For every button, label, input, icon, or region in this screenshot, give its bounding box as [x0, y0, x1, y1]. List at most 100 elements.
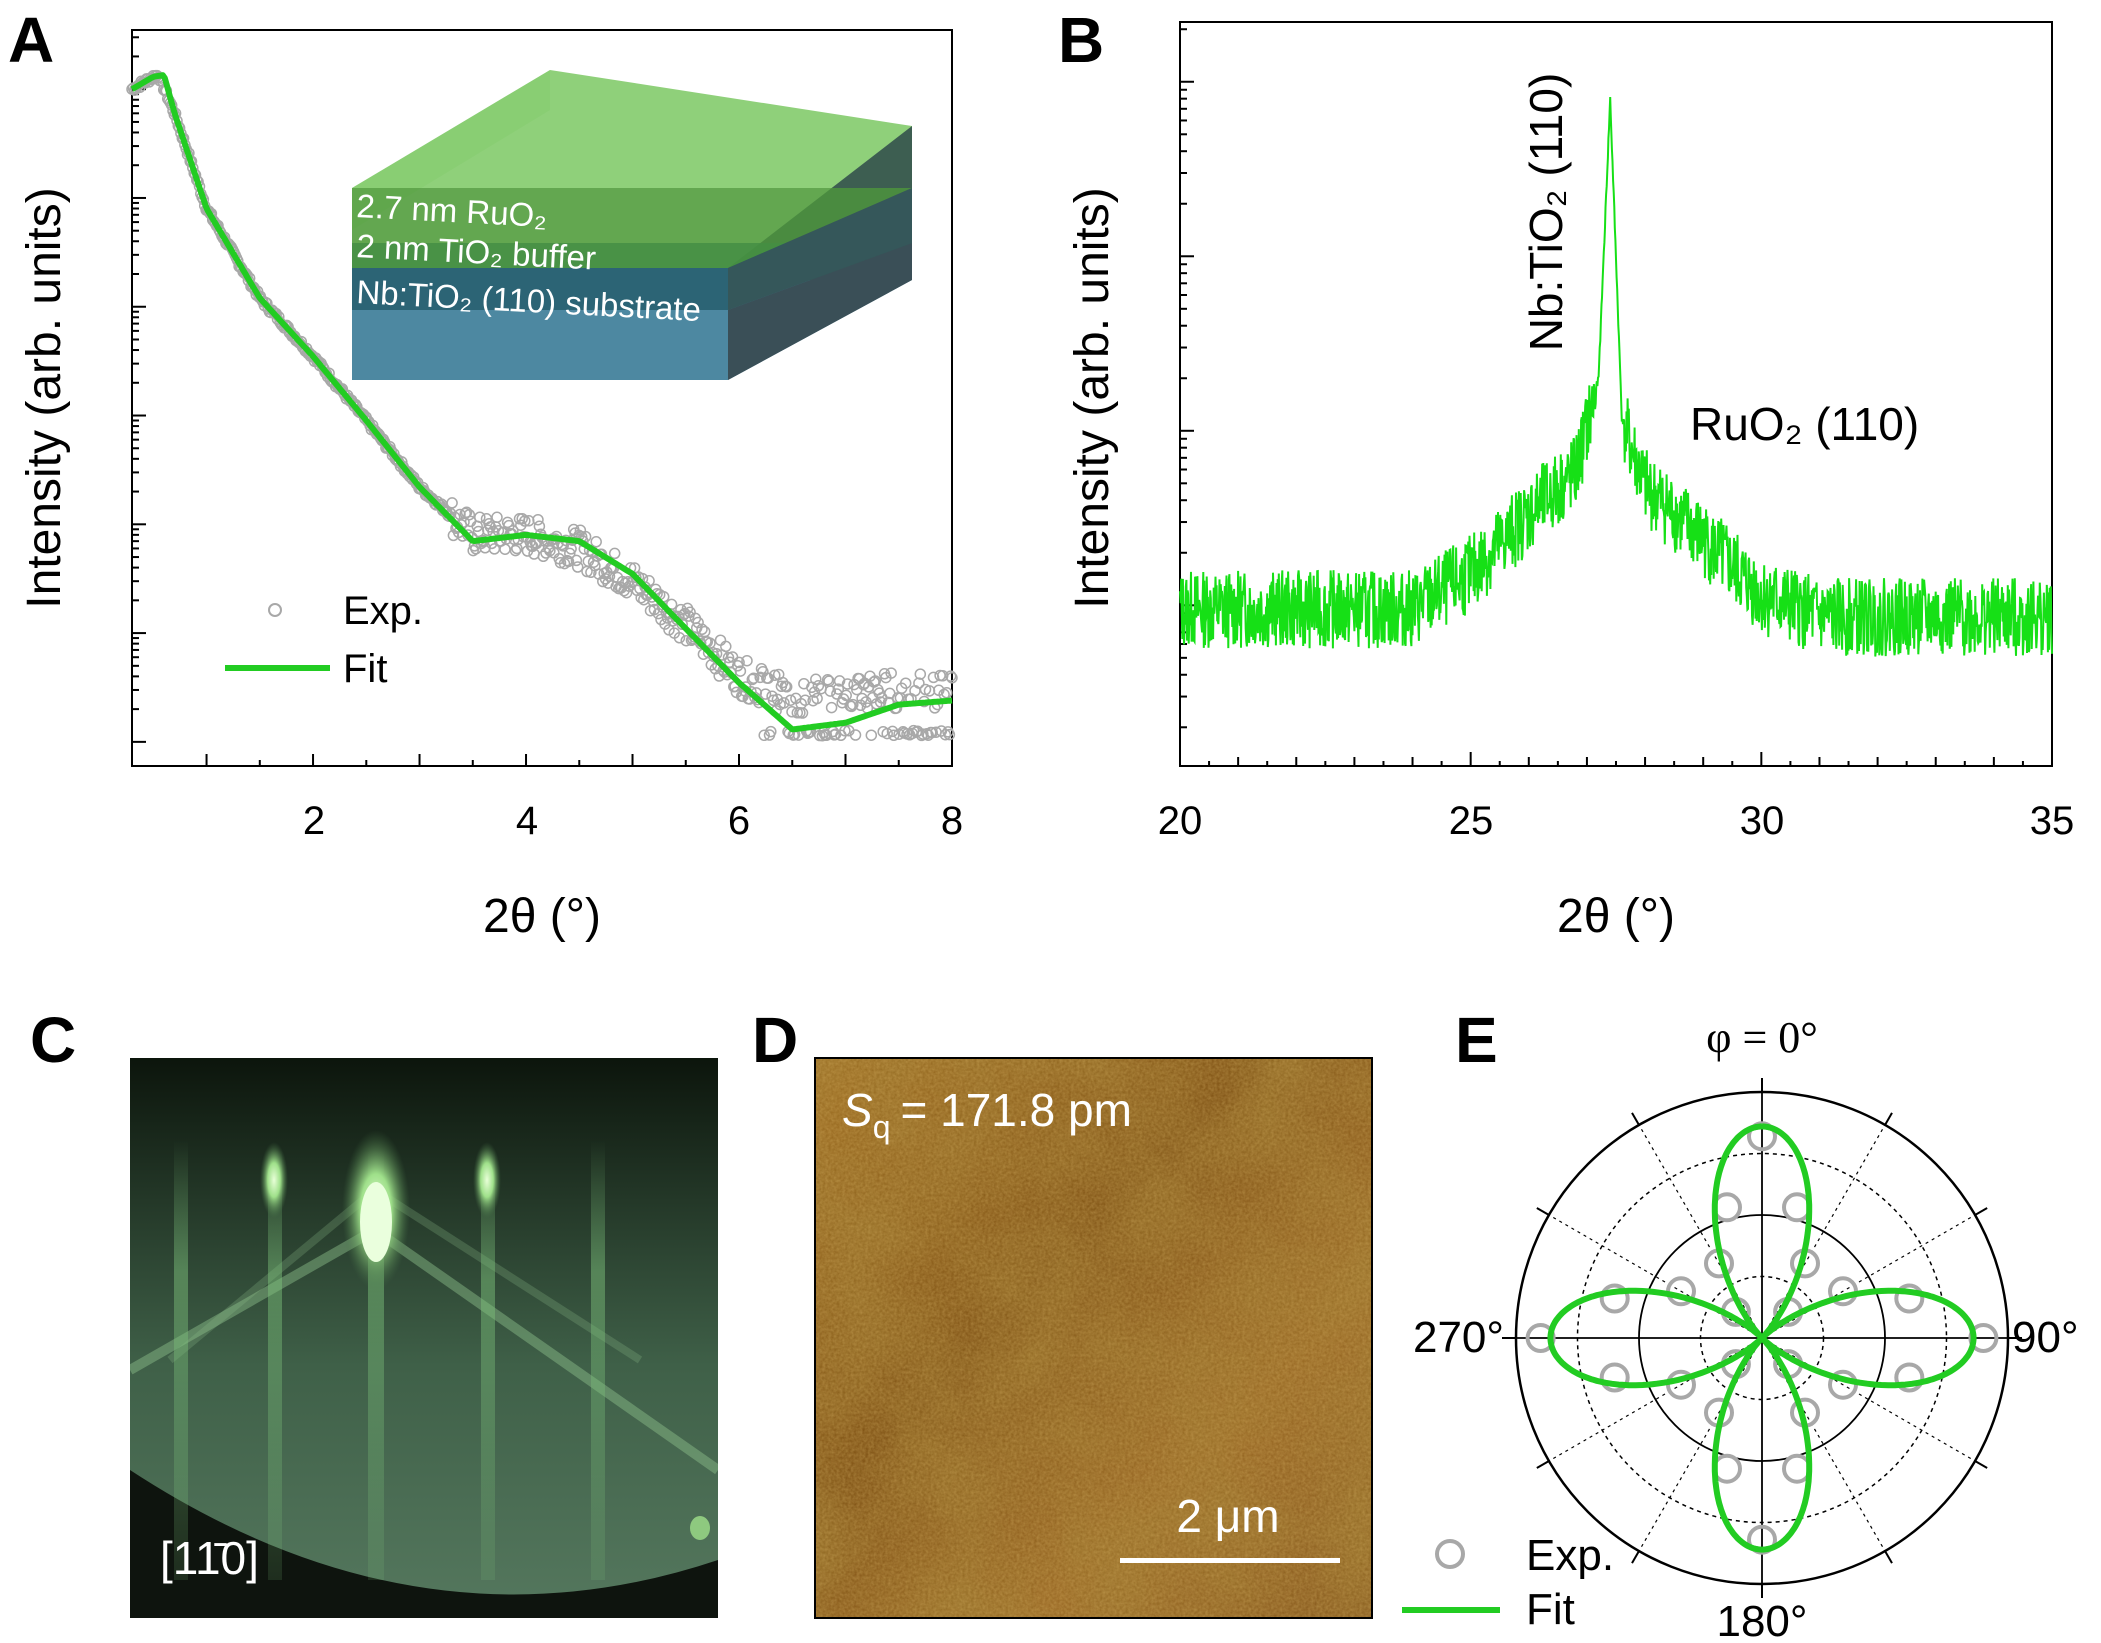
panel-label-c: C: [30, 1004, 76, 1076]
exp-point: [509, 544, 522, 557]
buffer-layer: [352, 268, 728, 310]
exp-point: [696, 623, 708, 636]
panel-label-d: D: [752, 1004, 798, 1076]
ticks-b: [1179, 28, 2053, 766]
exp-point: [939, 728, 952, 741]
rheed-spot: [473, 1142, 501, 1218]
x-tick-label: 4: [516, 799, 538, 843]
exp-point: [1525, 1323, 1556, 1353]
exp-point: [652, 607, 665, 620]
x-tick-label: 30: [1740, 799, 1785, 843]
rheed-background: [130, 1058, 718, 1618]
exp-point: [799, 694, 811, 706]
polar-label-right: 90°: [2012, 1313, 2079, 1362]
exp-point: [940, 687, 953, 699]
exp-point: [778, 697, 790, 709]
exp-point: [733, 656, 745, 669]
exp-point: [812, 680, 825, 692]
polar-spoke: [1761, 1214, 1976, 1339]
rheed-shadow: [130, 1470, 718, 1618]
polar-tick: [1631, 1112, 1640, 1126]
polar-tick: [1974, 1460, 1988, 1469]
exp-point: [841, 678, 854, 690]
exp-point: [849, 729, 862, 741]
xrd-line-b: [1179, 96, 2053, 657]
rheed-streak: [268, 1150, 282, 1580]
rheed-specular-core: [360, 1182, 392, 1262]
panel-d: D Sq = 171.8 pm 2 μm: [752, 1004, 1373, 1619]
panel-label-a: A: [8, 4, 54, 76]
exp-point: [643, 575, 655, 587]
exp-point: [532, 513, 544, 526]
x-tick-label: 35: [2030, 799, 2075, 843]
exp-point: [491, 511, 503, 524]
exp-point: [519, 515, 531, 527]
sq-value: = 171.8 pm: [900, 1084, 1131, 1136]
polar-spoke: [1548, 1337, 1763, 1462]
exp-point: [665, 598, 678, 611]
exp-point: [824, 685, 837, 697]
exp-point: [673, 632, 686, 644]
polar-tick: [1536, 1460, 1550, 1469]
exp-point: [648, 603, 661, 616]
exp-point: [885, 667, 897, 679]
exp-point: [1747, 1121, 1777, 1152]
fit-line-a: [130, 72, 953, 733]
x-axis-title-a: 2θ (°): [483, 890, 601, 943]
exp-point: [499, 543, 511, 555]
exp-point: [821, 673, 834, 686]
panel-c: C: [30, 1004, 718, 1618]
polar-tick: [1536, 1207, 1550, 1216]
legend-e: Exp. Fit: [1402, 1531, 1614, 1634]
exp-point: [946, 672, 958, 684]
x-tick-labels-b: 20 25 30 35: [1158, 799, 2075, 843]
substrate-side: [728, 243, 912, 380]
buffer-side: [728, 188, 912, 310]
exp-series-a: [126, 69, 958, 742]
exp-point: [467, 544, 479, 557]
sq-subscript: q: [873, 1109, 891, 1145]
sq-label: Sq = 171.8 pm: [842, 1084, 1132, 1145]
x-axis-title-b: 2θ (°): [1557, 890, 1675, 943]
exp-point: [1599, 1362, 1630, 1393]
x-tick-label: 6: [728, 799, 750, 843]
legend-fit-label: Fit: [1526, 1585, 1575, 1634]
annot-substrate-peak: Nb:TiO₂ (110): [1520, 73, 1572, 352]
exp-point: [741, 654, 753, 667]
y-axis-title-a: Intensity (arb. units): [18, 187, 71, 609]
exp-point: [746, 673, 759, 686]
ruo2-layer: [352, 188, 912, 268]
polar-label-top: φ = 0°: [1706, 1013, 1818, 1062]
exp-point: [562, 555, 575, 568]
exp-point: [914, 668, 927, 680]
exp-point: [825, 701, 838, 714]
rheed-image: [11̄0]: [130, 1058, 718, 1618]
exp-point: [832, 683, 845, 695]
x-tick-label: 2: [303, 799, 325, 843]
exp-point: [446, 497, 458, 509]
scalebar-label: 2 μm: [1176, 1490, 1279, 1542]
exp-point: [608, 547, 621, 560]
exp-point: [759, 688, 772, 700]
exp-point: [943, 728, 956, 741]
exp-point: [474, 511, 486, 523]
y-axis-title-b: Intensity (arb. units): [1066, 187, 1119, 609]
legend-fit-label: Fit: [343, 647, 387, 691]
polar-tick: [1974, 1207, 1988, 1216]
exp-point: [1599, 1283, 1630, 1314]
polar-tick: [1884, 1112, 1893, 1126]
panel-a: A 2 4 6 8 2θ (°) Intensity (arb. units) …: [8, 4, 963, 943]
legend-a: Exp. Fit: [225, 589, 423, 691]
rheed-streak: [591, 1140, 605, 1580]
exp-point: [833, 675, 846, 687]
exp-point: [1747, 1524, 1777, 1555]
exp-point: [565, 543, 577, 555]
polar-label-left: 270°: [1413, 1313, 1504, 1362]
exp-point: [944, 670, 957, 682]
exp-point: [720, 640, 732, 653]
annot-film-peak: RuO₂ (110): [1690, 398, 1919, 450]
scalebar: [1120, 1558, 1340, 1563]
exp-point: [810, 673, 822, 686]
rheed-streak: [481, 1150, 495, 1580]
